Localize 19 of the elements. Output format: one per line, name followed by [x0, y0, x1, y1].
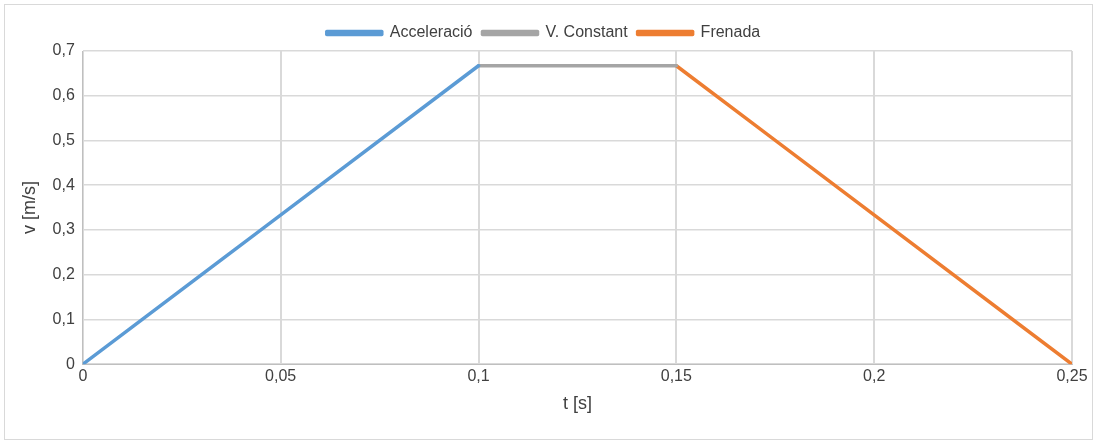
y-tick-label: 0,1	[52, 309, 75, 327]
x-tick-label: 0,15	[660, 367, 693, 385]
y-tick-label: 0,3	[52, 220, 75, 238]
y-tick-label: 0,4	[52, 175, 75, 193]
x-tick-label: 0,2	[863, 367, 886, 385]
legend-label: Frenada	[700, 23, 761, 41]
x-tick-label: 0,25	[1056, 367, 1088, 385]
x-tick-label: 0,1	[467, 367, 490, 385]
x-tick-label: 0,05	[265, 367, 297, 385]
legend-label: V. Constant	[545, 23, 629, 41]
y-tick-label: 0	[65, 354, 75, 372]
y-tick-label: 0,2	[52, 265, 75, 283]
y-tick-label: 0,6	[52, 86, 75, 104]
x-axis-title: t [s]	[562, 393, 592, 414]
x-tick-label: 0	[78, 367, 88, 385]
legend-label: Acceleració	[389, 23, 473, 41]
y-tick-label: 0,5	[52, 130, 75, 148]
y-axis-title: v [m/s]	[18, 181, 39, 235]
y-tick-label: 0,7	[52, 41, 75, 59]
